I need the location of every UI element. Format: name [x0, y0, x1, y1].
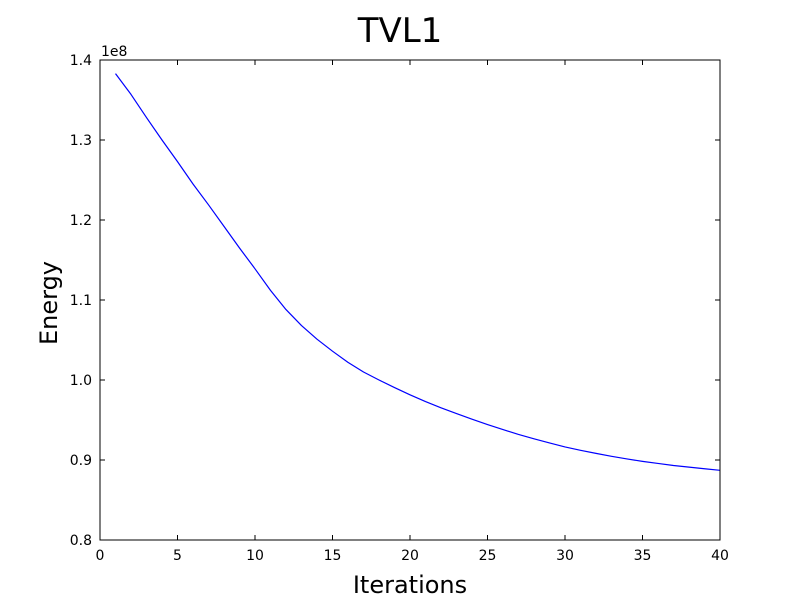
y-tick-label: 0.9 [70, 453, 92, 469]
x-tick-label: 5 [173, 548, 182, 564]
plot-frame [99, 59, 721, 541]
y-tick-label: 1.3 [70, 133, 92, 149]
data-group [115, 73, 721, 471]
y-tick-label: 1.1 [70, 293, 92, 309]
y-tick-label: 1.2 [70, 213, 92, 229]
y-axis-title: Energy [35, 261, 63, 345]
x-axis-title: Iterations [353, 571, 467, 599]
x-tick-label: 0 [96, 548, 105, 564]
y-tick-label: 0.8 [70, 533, 92, 549]
x-tick-label: 15 [324, 548, 342, 564]
x-tick-label: 20 [401, 548, 419, 564]
x-tick-label: 10 [246, 548, 264, 564]
chart-title: TVL1 [357, 11, 443, 51]
series-line-0 [115, 73, 721, 471]
x-tick-label: 30 [556, 548, 574, 564]
x-tick-label: 40 [711, 548, 729, 564]
x-tick-label: 25 [479, 548, 497, 564]
tick-group: 0 5 10 15 20 25 30 35 40 0.8 0.9 1.0 1.1 1.2 1.3 1.4 [70, 53, 729, 564]
y-tick-label: 1.4 [70, 53, 92, 69]
y-axis-multiplier: 1e8 [101, 44, 127, 60]
y-tick-label: 1.0 [70, 373, 92, 389]
x-tick-label: 35 [634, 548, 652, 564]
